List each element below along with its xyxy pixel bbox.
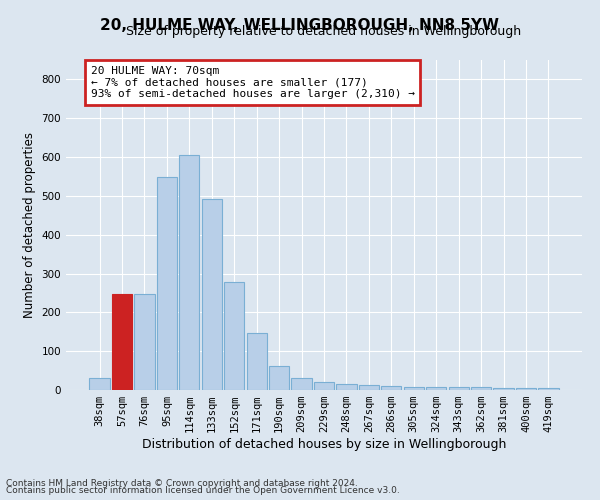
Bar	[359, 386, 379, 390]
X-axis label: Distribution of detached houses by size in Wellingborough: Distribution of detached houses by size …	[142, 438, 506, 451]
Bar	[538, 388, 559, 390]
Title: Size of property relative to detached houses in Wellingborough: Size of property relative to detached ho…	[127, 25, 521, 38]
Bar	[269, 366, 289, 390]
Bar	[314, 382, 334, 390]
Bar	[224, 282, 244, 390]
Bar	[426, 386, 446, 390]
Bar	[292, 378, 311, 390]
Text: 20 HULME WAY: 70sqm
← 7% of detached houses are smaller (177)
93% of semi-detach: 20 HULME WAY: 70sqm ← 7% of detached hou…	[91, 66, 415, 99]
Bar	[516, 388, 536, 390]
Bar	[89, 378, 110, 390]
Bar	[202, 199, 222, 390]
Bar	[134, 294, 155, 390]
Bar	[112, 294, 132, 390]
Bar	[179, 155, 199, 390]
Bar	[381, 386, 401, 390]
Bar	[404, 388, 424, 390]
Bar	[247, 333, 267, 390]
Bar	[493, 388, 514, 390]
Bar	[157, 177, 177, 390]
Text: Contains public sector information licensed under the Open Government Licence v3: Contains public sector information licen…	[6, 486, 400, 495]
Text: Contains HM Land Registry data © Crown copyright and database right 2024.: Contains HM Land Registry data © Crown c…	[6, 478, 358, 488]
Bar	[449, 386, 469, 390]
Bar	[471, 387, 491, 390]
Y-axis label: Number of detached properties: Number of detached properties	[23, 132, 36, 318]
Text: 20, HULME WAY, WELLINGBOROUGH, NN8 5YW: 20, HULME WAY, WELLINGBOROUGH, NN8 5YW	[101, 18, 499, 32]
Bar	[337, 384, 356, 390]
